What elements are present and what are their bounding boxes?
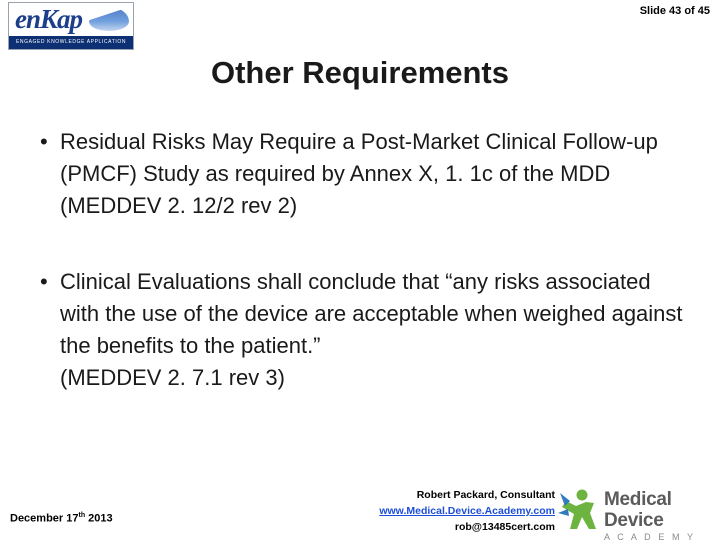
slide-number: Slide 43 of 45 [639, 5, 710, 17]
credit-email: rob@13485cert.com [454, 521, 555, 533]
academy-main-2: Device [604, 510, 664, 531]
list-item: • Residual Risks May Require a Post-Mark… [40, 126, 690, 222]
bullet-marker: • [40, 129, 48, 154]
credit-link[interactable]: www.Medical.Device.Academy.com [379, 505, 555, 517]
logo-word-kap: Kap [40, 4, 83, 34]
academy-text: Medical Device A C A D E M Y [604, 489, 696, 543]
logo-tagline: ENGAGED KNOWLEDGE APPLICATION [9, 36, 133, 49]
logo-top: enKap [9, 3, 133, 36]
page-title: Other Requirements [210, 55, 509, 90]
bullet-text: Residual Risks May Require a Post-Market… [60, 129, 658, 218]
academy-subtitle: A C A D E M Y [604, 532, 696, 542]
footer-date-year: 2013 [85, 512, 113, 525]
footer-credit: Robert Packard, Consultant www.Medical.D… [330, 487, 555, 535]
bullet-subline: (MEDDEV 2. 7.1 rev 3) [60, 365, 285, 390]
enkap-logo: enKap ENGAGED KNOWLEDGE APPLICATION [8, 2, 134, 50]
footer-date-suffix: th [78, 512, 86, 519]
medical-device-academy-logo: Medical Device A C A D E M Y [556, 485, 714, 542]
footer-date-main: December 17 [10, 512, 79, 525]
credit-name: Robert Packard, Consultant [416, 489, 555, 501]
footer-date: December 17th 2013 [10, 512, 113, 525]
logo-wordmark: enKap [15, 4, 83, 35]
slide-body: • Residual Risks May Require a Post-Mark… [40, 126, 690, 394]
academy-main-1: Medical [604, 489, 672, 510]
bullet-marker: • [40, 269, 48, 294]
list-item: • Clinical Evaluations shall conclude th… [40, 266, 690, 362]
bullet-text: Clinical Evaluations shall conclude that… [60, 269, 683, 358]
running-person-icon [558, 489, 596, 529]
logo-word-en: en [15, 4, 41, 34]
logo-swoosh-icon [89, 7, 129, 31]
